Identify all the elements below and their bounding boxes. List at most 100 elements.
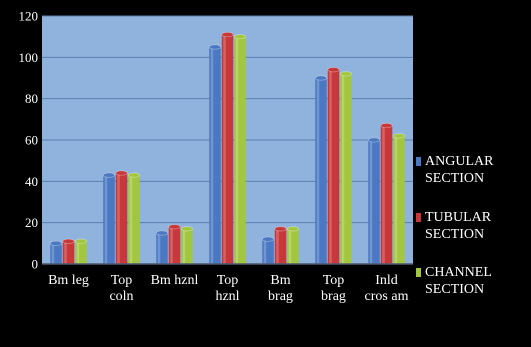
bar-highlight — [382, 125, 385, 265]
bar-cap — [339, 71, 353, 77]
y-tick-label: 60 — [25, 133, 38, 148]
bar-cap — [208, 44, 222, 50]
bar-body — [75, 241, 87, 264]
bar-cap — [74, 238, 88, 244]
bar-body — [393, 135, 405, 264]
bar-highlight — [263, 239, 267, 264]
bar-cap — [327, 67, 340, 73]
bar-body — [115, 173, 128, 264]
bar-body — [340, 73, 352, 264]
bar-body — [62, 241, 75, 264]
bar-cap — [115, 170, 128, 176]
bar-body — [50, 243, 62, 264]
bar-highlight — [276, 228, 279, 264]
x-tick-label: Bm leg — [48, 273, 89, 288]
bar — [62, 238, 75, 264]
bar-highlight — [104, 175, 108, 264]
legend-label: ANGULAR SECTION — [425, 154, 494, 186]
bar-body — [287, 228, 299, 264]
bar-body — [168, 226, 181, 264]
legend-item: CHANNEL SECTION — [416, 265, 492, 297]
bar-cap — [127, 172, 141, 178]
bar-cap — [180, 226, 194, 232]
bars — [49, 31, 406, 265]
bar — [127, 172, 141, 264]
bar-cap — [274, 226, 287, 232]
bar-body — [234, 36, 246, 264]
bar-highlight — [341, 73, 345, 264]
bar-highlight — [223, 34, 226, 264]
y-tick-label: 120 — [19, 9, 39, 24]
bar — [380, 122, 393, 265]
bar-highlight — [117, 173, 120, 264]
bar — [102, 172, 116, 264]
bar-highlight — [170, 226, 173, 264]
bar — [274, 226, 287, 264]
x-axis-ticks: Bm leg Top coln Bm hznl Top hznl Bm brag Top brag… — [48, 273, 408, 304]
bar-cap — [314, 75, 328, 81]
bar-body — [274, 228, 287, 264]
bar — [261, 236, 275, 264]
bar — [233, 34, 247, 264]
bar — [314, 75, 328, 264]
bar — [155, 230, 169, 264]
bar-body — [103, 175, 115, 264]
bar — [74, 238, 88, 264]
bar-highlight — [329, 69, 332, 264]
bar — [339, 71, 353, 264]
bar-body — [156, 233, 168, 264]
legend-label: CHANNEL SECTION — [425, 265, 492, 297]
y-axis-ticks: 0 20 40 60 80 100 120 — [19, 9, 39, 272]
x-tick-label: Bm brag — [268, 273, 293, 304]
y-tick-label: 20 — [25, 215, 38, 230]
bar-cap — [102, 172, 116, 178]
bar-highlight — [316, 78, 320, 264]
x-tick-label: Top brag — [321, 273, 346, 304]
bar — [115, 170, 128, 264]
bar-highlight — [64, 241, 67, 264]
legend-swatch — [416, 157, 421, 166]
legend-item: ANGULAR SECTION — [416, 154, 494, 186]
bar — [327, 67, 340, 264]
y-tick-label: 40 — [25, 174, 38, 189]
x-tick-label: Top hznl — [215, 273, 239, 304]
bar — [168, 224, 181, 264]
bar — [208, 44, 222, 264]
legend: ANGULAR SECTION TUBULAR SECTION CHANNEL SECTI… — [416, 154, 494, 297]
y-tick-label: 80 — [25, 91, 38, 106]
bar-body — [368, 140, 380, 264]
bar — [392, 133, 406, 264]
bar-cap — [62, 238, 75, 244]
bar-body — [262, 239, 274, 264]
bar-cap — [261, 236, 275, 242]
legend-item: TUBULAR SECTION — [416, 210, 492, 242]
bar-cap — [168, 224, 181, 230]
bar-body — [221, 34, 234, 264]
bar-cap — [233, 34, 247, 40]
bar-highlight — [369, 140, 373, 264]
bar-cap — [155, 230, 169, 236]
bar-body — [209, 47, 221, 264]
bar-highlight — [235, 36, 239, 264]
y-tick-label: 100 — [19, 50, 39, 65]
bar-body — [327, 69, 340, 264]
bar-body — [315, 78, 327, 264]
bar-body — [380, 125, 393, 265]
bar-highlight — [394, 135, 398, 264]
bar — [286, 226, 300, 264]
bar — [49, 240, 63, 264]
bar-body — [128, 175, 140, 264]
legend-swatch — [416, 268, 421, 277]
bar — [180, 226, 194, 264]
legend-swatch — [416, 213, 421, 222]
bar-highlight — [288, 228, 292, 264]
bar-body — [181, 228, 193, 264]
bar-highlight — [157, 233, 161, 264]
y-tick-label: 0 — [32, 257, 39, 272]
bar-highlight — [182, 228, 186, 264]
bar-cap — [286, 226, 300, 232]
bar — [367, 137, 381, 264]
bar — [221, 31, 234, 264]
bar-cap — [221, 31, 234, 38]
